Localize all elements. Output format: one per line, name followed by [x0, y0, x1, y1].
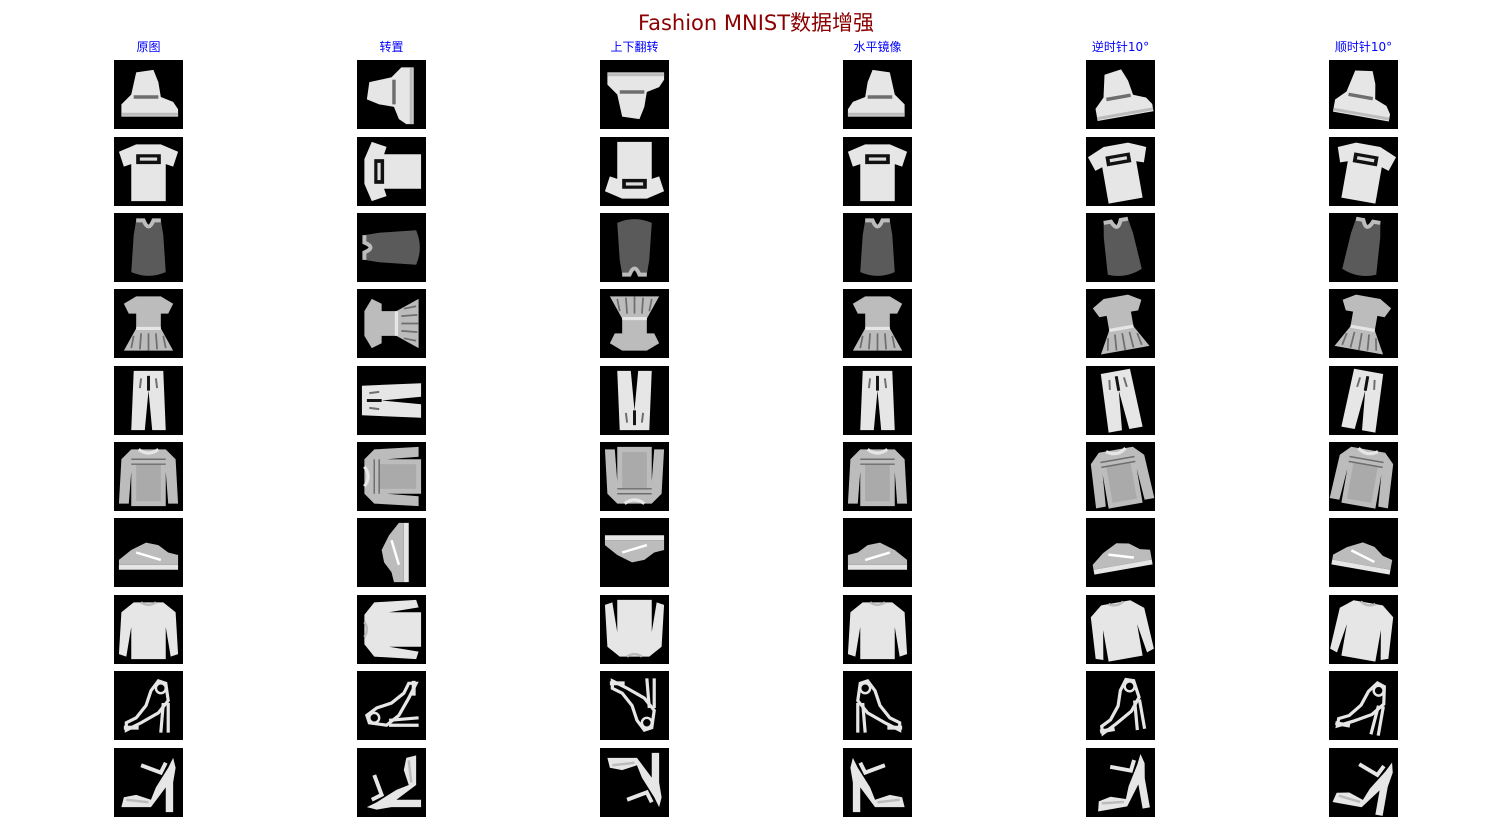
sample-image-t-shirt-flip-horizontal [843, 137, 912, 206]
sample-image-trouser-original [114, 366, 183, 435]
sample-image-ankle-boot-rotate-ccw-10 [1086, 60, 1155, 129]
sample-image-tank-top-rotate-ccw-10 [1086, 213, 1155, 282]
sample-image-dress-original [114, 289, 183, 358]
sample-image-strappy-sandal-flip-vertical [600, 671, 669, 740]
sample-image-ankle-boot-original [114, 60, 183, 129]
sample-image-heeled-sandal-rotate-cw-10 [1329, 748, 1398, 817]
sample-image-sneaker-flip-vertical [600, 518, 669, 587]
column-header-rotate-ccw-10: 逆时针10° [1091, 40, 1150, 54]
sample-image-pullover-original [114, 442, 183, 511]
sample-image-ankle-boot-transpose [357, 60, 426, 129]
sample-image-dress-rotate-ccw-10 [1086, 289, 1155, 358]
sample-image-ankle-boot-flip-vertical [600, 60, 669, 129]
sample-image-long-sleeve-shirt-flip-vertical [600, 595, 669, 664]
sample-image-dress-flip-vertical [600, 289, 669, 358]
sample-image-t-shirt-rotate-cw-10 [1329, 137, 1398, 206]
sample-image-trouser-flip-horizontal [843, 366, 912, 435]
sample-image-ankle-boot-rotate-cw-10 [1329, 60, 1398, 129]
sample-image-trouser-transpose [357, 366, 426, 435]
sample-image-sneaker-transpose [357, 518, 426, 587]
sample-image-heeled-sandal-rotate-ccw-10 [1086, 748, 1155, 817]
sample-image-heeled-sandal-flip-vertical [600, 748, 669, 817]
sample-image-pullover-rotate-cw-10 [1329, 442, 1398, 511]
sample-image-tank-top-rotate-cw-10 [1329, 213, 1398, 282]
sample-image-long-sleeve-shirt-original [114, 595, 183, 664]
column-header-flip-horizontal: 水平镜像 [853, 40, 902, 54]
sample-image-pullover-rotate-ccw-10 [1086, 442, 1155, 511]
sample-image-sneaker-flip-horizontal [843, 518, 912, 587]
sample-image-dress-rotate-cw-10 [1329, 289, 1398, 358]
sample-image-t-shirt-original [114, 137, 183, 206]
sample-image-ankle-boot-flip-horizontal [843, 60, 912, 129]
sample-image-heeled-sandal-original [114, 748, 183, 817]
column-header-flip-vertical: 上下翻转 [610, 40, 659, 54]
column-header-rotate-cw-10: 顺时针10° [1334, 40, 1393, 54]
sample-image-t-shirt-transpose [357, 137, 426, 206]
sample-image-trouser-rotate-ccw-10 [1086, 366, 1155, 435]
sample-image-pullover-flip-horizontal [843, 442, 912, 511]
sample-image-pullover-transpose [357, 442, 426, 511]
sample-image-heeled-sandal-flip-horizontal [843, 748, 912, 817]
sample-image-long-sleeve-shirt-transpose [357, 595, 426, 664]
sample-image-long-sleeve-shirt-rotate-ccw-10 [1086, 595, 1155, 664]
sample-image-dress-flip-horizontal [843, 289, 912, 358]
sample-image-trouser-rotate-cw-10 [1329, 366, 1398, 435]
sample-image-t-shirt-flip-vertical [600, 137, 669, 206]
sample-image-trouser-flip-vertical [600, 366, 669, 435]
sample-image-pullover-flip-vertical [600, 442, 669, 511]
column-header-transpose: 转置 [379, 40, 404, 54]
sample-image-strappy-sandal-rotate-ccw-10 [1086, 671, 1155, 740]
sample-image-sneaker-rotate-ccw-10 [1086, 518, 1155, 587]
sample-image-long-sleeve-shirt-flip-horizontal [843, 595, 912, 664]
sample-image-dress-transpose [357, 289, 426, 358]
sample-image-long-sleeve-shirt-rotate-cw-10 [1329, 595, 1398, 664]
sample-image-strappy-sandal-original [114, 671, 183, 740]
sample-image-strappy-sandal-flip-horizontal [843, 671, 912, 740]
sample-image-tank-top-original [114, 213, 183, 282]
figure-title: Fashion MNIST数据增强 [637, 11, 875, 35]
sample-image-tank-top-flip-vertical [600, 213, 669, 282]
sample-image-tank-top-flip-horizontal [843, 213, 912, 282]
sample-image-strappy-sandal-rotate-cw-10 [1329, 671, 1398, 740]
sample-image-sneaker-original [114, 518, 183, 587]
sample-image-sneaker-rotate-cw-10 [1329, 518, 1398, 587]
sample-image-heeled-sandal-transpose [357, 748, 426, 817]
sample-image-tank-top-transpose [357, 213, 426, 282]
sample-image-strappy-sandal-transpose [357, 671, 426, 740]
column-header-original: 原图 [136, 40, 161, 54]
sample-image-t-shirt-rotate-ccw-10 [1086, 137, 1155, 206]
